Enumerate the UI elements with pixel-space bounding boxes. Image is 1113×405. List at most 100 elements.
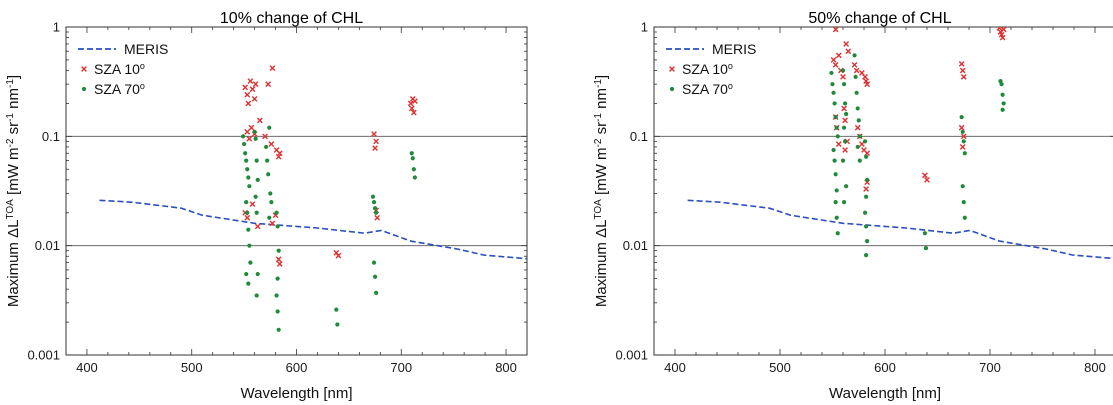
point-sza10 — [245, 100, 252, 107]
point-sza70 — [835, 231, 840, 236]
point-sza70 — [1000, 92, 1005, 97]
point-sza70 — [371, 200, 377, 205]
point-sza70 — [254, 293, 259, 298]
x-tick-label: 800 — [1084, 360, 1106, 375]
point-sza10 — [832, 62, 839, 68]
y-tick-label: 0.01 — [35, 238, 60, 253]
point-sza70 — [834, 188, 839, 193]
point-sza10 — [411, 98, 418, 104]
point-sza70 — [962, 215, 967, 220]
legend-label-name: MERIS — [712, 41, 756, 57]
point-sza10 — [248, 124, 255, 131]
legend-swatch-sza70 — [81, 86, 87, 92]
point-sza70 — [246, 175, 251, 180]
plot-area — [99, 65, 527, 332]
point-sza10 — [835, 52, 842, 59]
point-sza70 — [959, 114, 964, 120]
point-sza70 — [831, 90, 836, 95]
point-sza70 — [844, 111, 849, 117]
plot-area — [687, 27, 1113, 260]
point-sza10 — [841, 105, 847, 112]
point-sza10 — [244, 128, 251, 135]
point-sza70 — [960, 129, 965, 134]
point-sza10 — [959, 144, 966, 150]
point-sza70 — [960, 184, 965, 189]
point-sza70 — [253, 136, 258, 141]
point-sza70 — [248, 260, 253, 265]
chart-title: 50% change of CHL — [808, 10, 951, 27]
point-sza70 — [852, 53, 857, 58]
point-sza10 — [840, 73, 846, 80]
point-sza70 — [832, 101, 837, 106]
y-tick-label: 0.1 — [42, 129, 60, 144]
point-sza70 — [244, 158, 249, 163]
point-sza70 — [855, 144, 860, 150]
point-sza70 — [412, 175, 417, 180]
point-sza70 — [834, 125, 839, 130]
point-sza10 — [262, 133, 268, 140]
x-tick-label: 500 — [769, 360, 791, 375]
point-sza70 — [374, 290, 379, 295]
point-sza70 — [334, 307, 339, 312]
point-sza70 — [841, 125, 847, 130]
point-sza10 — [864, 81, 871, 88]
x-tick-label: 600 — [874, 360, 896, 375]
point-sza10 — [246, 135, 253, 142]
point-sza10 — [254, 223, 261, 230]
point-sza70 — [255, 177, 260, 182]
point-sza70 — [962, 151, 967, 156]
point-sza70 — [864, 154, 869, 159]
point-sza70 — [865, 239, 870, 244]
y-axis-label-sup: TOA — [593, 199, 604, 220]
x-axis-label: Wavelength [nm] — [829, 385, 941, 402]
point-sza70 — [864, 224, 869, 229]
point-sza70 — [246, 281, 251, 286]
point-sza70 — [841, 82, 847, 87]
legend-swatch-sza10 — [669, 66, 675, 72]
point-sza70 — [244, 200, 249, 205]
point-sza10 — [335, 252, 342, 259]
y-axis-label-part: [mW m — [593, 147, 610, 199]
chart-title: 10% change of CHL — [220, 10, 363, 27]
point-sza70 — [274, 210, 279, 215]
point-sza70 — [267, 125, 272, 130]
point-sza10 — [276, 261, 283, 267]
x-tick-label: 700 — [390, 360, 412, 375]
y-axis-label-part: ] — [5, 75, 22, 79]
x-tick-label: 800 — [495, 360, 517, 375]
legend-label: SZA 10o — [682, 61, 733, 77]
x-tick-label: 400 — [76, 360, 98, 375]
point-sza70 — [922, 231, 928, 236]
y-tick-label: 0.001 — [615, 348, 648, 363]
chart-panel-50pct: 400 500 600 700 800 0.001 0.01 0.1 1 50% change o… — [593, 10, 1113, 402]
point-sza70 — [409, 151, 414, 156]
point-sza70 — [254, 158, 259, 163]
legend-label-sup: o — [728, 61, 733, 71]
point-sza70 — [961, 139, 966, 144]
point-sza70 — [372, 274, 378, 279]
point-sza70 — [843, 101, 848, 106]
y-axis-label-part: [mW m — [5, 147, 22, 199]
chart-panel-10pct: 400 500 600 700 800 0.001 0.01 0.1 1 10% change o… — [5, 10, 528, 402]
point-sza70 — [833, 114, 838, 120]
point-sza70 — [371, 260, 377, 265]
point-sza70 — [276, 248, 281, 253]
y-axis-label-sup: TOA — [5, 199, 16, 220]
point-sza10 — [960, 133, 967, 140]
point-sza70 — [829, 70, 834, 76]
y-axis-label-sup: -1 — [5, 113, 16, 122]
point-sza70 — [243, 151, 248, 156]
point-sza70 — [856, 118, 861, 123]
point-sza10 — [244, 91, 251, 98]
point-sza70 — [247, 243, 252, 248]
point-sza70 — [1000, 107, 1005, 112]
point-sza70 — [844, 184, 849, 189]
point-sza70 — [923, 246, 929, 251]
point-sza10 — [407, 100, 414, 107]
point-sza70 — [274, 293, 279, 298]
point-sza70 — [267, 215, 272, 220]
point-sza10 — [958, 60, 965, 67]
point-sza70 — [1001, 101, 1006, 106]
point-sza70 — [840, 158, 846, 163]
y-axis-label-sup: -1 — [5, 79, 16, 88]
